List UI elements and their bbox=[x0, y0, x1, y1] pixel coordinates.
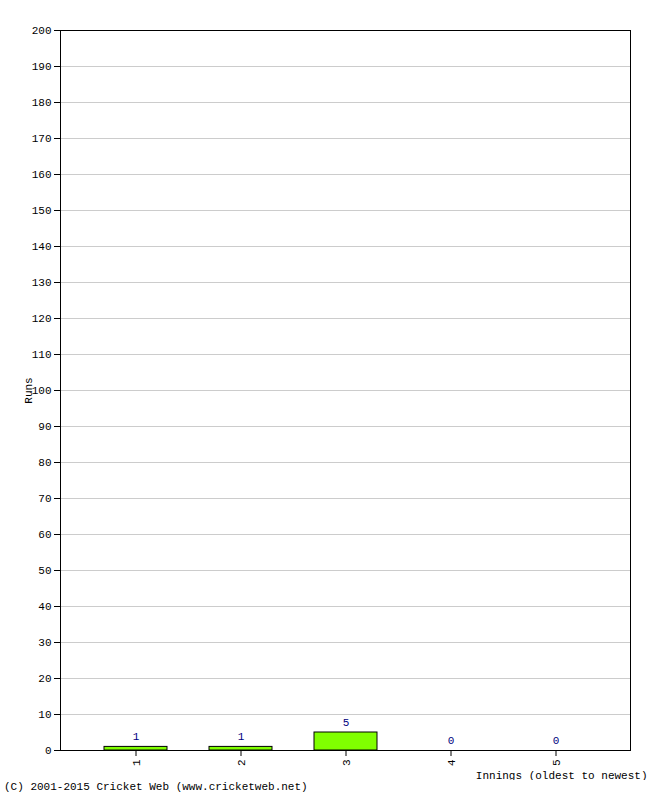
svg-text:1: 1 bbox=[238, 731, 245, 743]
svg-text:20: 20 bbox=[38, 673, 51, 685]
svg-text:0: 0 bbox=[45, 745, 52, 757]
svg-text:4: 4 bbox=[446, 759, 458, 766]
svg-text:180: 180 bbox=[32, 97, 52, 109]
svg-text:2: 2 bbox=[236, 760, 248, 767]
svg-text:50: 50 bbox=[38, 565, 51, 577]
svg-text:0: 0 bbox=[448, 735, 455, 747]
svg-text:90: 90 bbox=[38, 421, 51, 433]
svg-text:110: 110 bbox=[32, 349, 52, 361]
svg-text:5: 5 bbox=[343, 717, 350, 729]
svg-text:70: 70 bbox=[38, 493, 51, 505]
svg-text:150: 150 bbox=[32, 205, 52, 217]
svg-text:40: 40 bbox=[38, 601, 51, 613]
html-text:(C) 2001-2015 Cricket Web (www: (C) 2001-2015 Cricket Web (www.cricketwe… bbox=[4, 781, 308, 793]
svg-text:3: 3 bbox=[341, 760, 353, 767]
svg-text:Runs: Runs bbox=[23, 377, 35, 403]
svg-text:120: 120 bbox=[32, 313, 52, 325]
svg-text:160: 160 bbox=[32, 169, 52, 181]
svg-text:1: 1 bbox=[131, 759, 143, 766]
svg-text:30: 30 bbox=[38, 637, 51, 649]
svg-text:Innings (oldest to newest): Innings (oldest to newest) bbox=[476, 770, 648, 781]
svg-text:80: 80 bbox=[38, 457, 51, 469]
svg-text:200: 200 bbox=[32, 25, 52, 37]
svg-text:190: 190 bbox=[32, 61, 52, 73]
svg-text:10: 10 bbox=[38, 709, 51, 721]
svg-text:5: 5 bbox=[551, 760, 563, 767]
svg-text:140: 140 bbox=[32, 241, 52, 253]
svg-text:100: 100 bbox=[31, 385, 52, 397]
svg-text:60: 60 bbox=[38, 529, 51, 541]
svg-text:0: 0 bbox=[553, 735, 560, 747]
svg-text:130: 130 bbox=[32, 277, 52, 289]
svg-text:1: 1 bbox=[133, 731, 140, 743]
svg-text:170: 170 bbox=[32, 133, 52, 145]
